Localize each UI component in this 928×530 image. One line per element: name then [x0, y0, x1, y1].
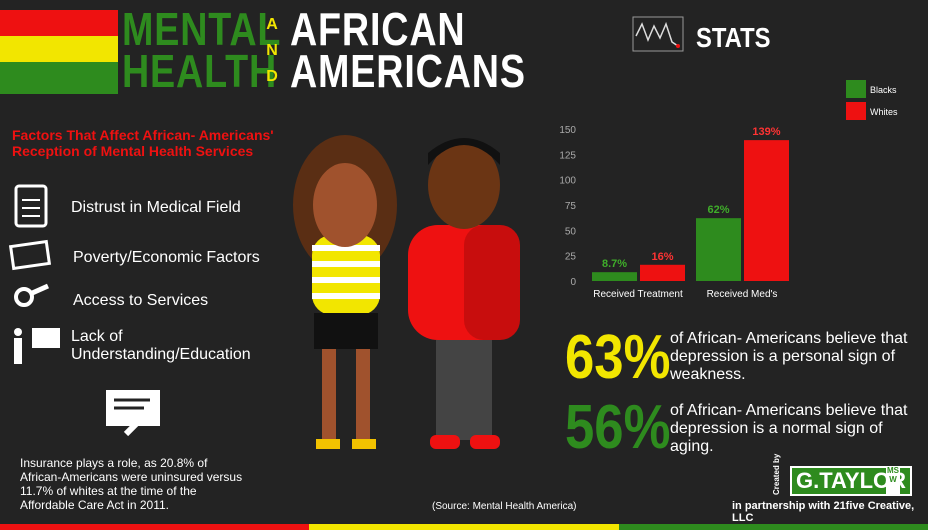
legend-label: Whites — [870, 107, 898, 117]
title-line: HEALTH — [122, 45, 278, 97]
stat-text: of African- Americans believe that depre… — [670, 402, 908, 455]
flag-yellow — [0, 36, 118, 62]
credential: MSW — [886, 466, 900, 494]
legend-swatch — [846, 80, 866, 98]
bar — [696, 218, 741, 281]
insurance-note: Insurance plays a role, as 20.8% of Afri… — [20, 456, 243, 512]
title-line: AMERICANS — [290, 45, 526, 97]
stats-label: STATS — [696, 22, 771, 53]
factors-heading: Factors That Affect African- Americans' … — [12, 127, 274, 159]
title-left: MENTAL HEALTH — [122, 3, 282, 97]
bar — [744, 140, 789, 281]
stat-percent: 56% — [565, 393, 671, 462]
bar — [640, 264, 685, 281]
partnership: in partnership with 21five Creative, LLC — [732, 500, 915, 524]
source: (Source: Mental Health America) — [432, 501, 577, 512]
bar — [592, 272, 637, 281]
bar-chart: 0 25 50 75 100 125 150 Received Treatment 8.7% 16… — [559, 80, 898, 300]
title-right: AFRICAN AMERICANS — [290, 3, 526, 97]
y-tick-label: 75 — [565, 201, 577, 212]
flag-red — [0, 10, 118, 36]
stripe — [309, 524, 619, 530]
y-tick-label: 125 — [559, 150, 576, 161]
factor: Lack of Understanding/Education — [71, 328, 251, 363]
illustration — [293, 135, 520, 449]
factor: Access to Services — [73, 292, 209, 309]
y-tick-label: 150 — [559, 125, 576, 136]
created-by: Created by — [772, 453, 781, 495]
legend-swatch — [846, 102, 866, 120]
y-tick-label: 50 — [565, 226, 577, 237]
stat-percent: 63% — [565, 323, 671, 392]
stripe — [0, 524, 309, 530]
title-and: AND — [266, 16, 278, 85]
legend-label: Blacks — [870, 85, 897, 95]
y-tick-label: 25 — [565, 252, 577, 263]
x-tick-label: Received Med's — [707, 289, 778, 300]
title-line: MENTAL — [122, 3, 282, 55]
value-label: 16% — [651, 251, 673, 263]
stripe — [619, 524, 928, 530]
form-icon — [106, 390, 160, 437]
y-tick-label: 100 — [559, 176, 576, 187]
flag-green — [0, 62, 118, 94]
title-line: AFRICAN — [290, 3, 466, 55]
value-label: 8.7% — [602, 258, 627, 270]
factor: Distrust in Medical Field — [71, 199, 241, 216]
value-label: 62% — [707, 204, 729, 216]
value-label: 139% — [752, 126, 780, 138]
factor: Poverty/Economic Factors — [73, 249, 260, 266]
factor-icons — [8, 184, 60, 364]
stat-text: of African- Americans believe that depre… — [670, 330, 908, 383]
x-tick-label: Received Treatment — [593, 289, 683, 300]
y-tick-label: 0 — [570, 277, 576, 288]
stats-icon — [632, 16, 684, 52]
